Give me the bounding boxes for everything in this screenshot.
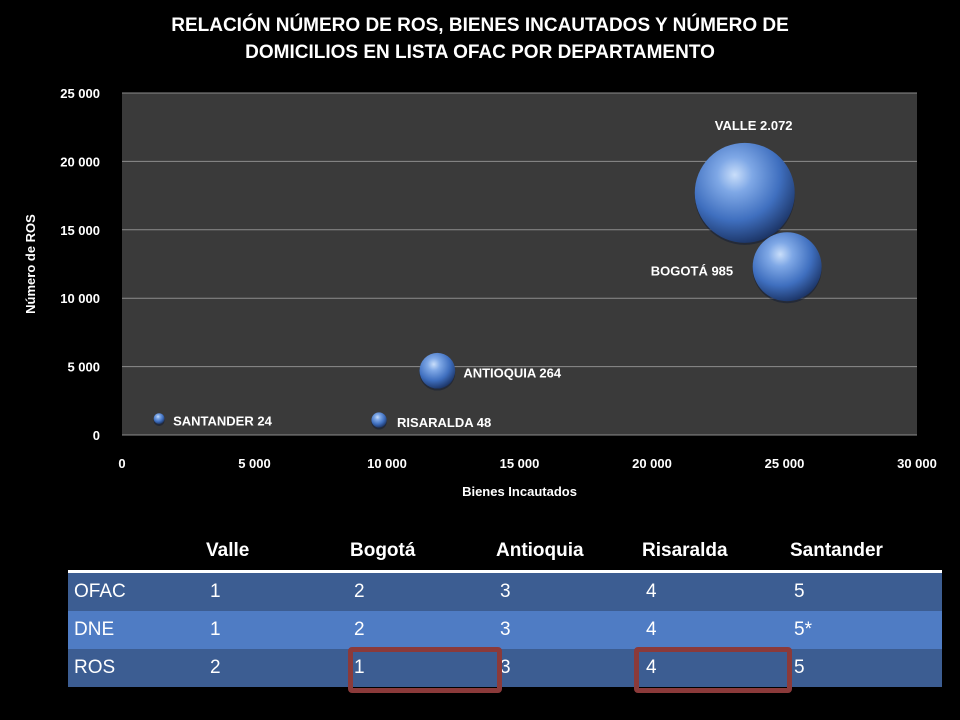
y-tick-label: 25 000 [60,86,100,101]
table-header-santander: Santander [790,540,883,561]
table-cell: 5 [788,649,942,687]
highlight-box-ros-bogota [348,647,502,693]
bubble-label: VALLE 2.072 [715,118,793,133]
table-row-label: ROS [68,649,204,687]
table-cell: 1 [204,570,348,611]
table-header-corner [68,532,204,572]
highlight-box-ros-risaralda [634,647,792,693]
x-tick-label: 10 000 [367,456,407,471]
bubble-antioquia [419,352,456,389]
table-header-bogotá: Bogotá [350,540,416,561]
bubble-valle [694,142,795,243]
y-axis-label: Número de ROS [23,214,38,314]
x-tick-label: 5 000 [238,456,271,471]
bubble-santander [153,413,165,424]
table-row: DNE 1 2 3 4 5* [68,611,942,649]
y-tick-label: 0 [93,428,100,443]
x-axis-label: Bienes Incautados [462,484,577,499]
bubble-bogotá [752,232,822,302]
table-cell: 4 [640,649,788,687]
x-tick-label: 30 000 [897,456,937,471]
table-cell: 5 [788,570,942,611]
x-tick-label: 0 [118,456,125,471]
chart-title-line-1: RELACIÓN NÚMERO DE ROS, BIENES INCAUTADO… [171,15,789,36]
y-tick-label: 20 000 [60,154,100,169]
y-tick-label: 5 000 [67,360,100,375]
table-cell: 1 [348,649,494,687]
table-cell: 3 [494,649,640,687]
table-cell: 3 [494,570,640,611]
bubble-chart: 0 5 000 10 000 15 000 20 000 25 000 0 5 000 10 0… [23,86,937,499]
table-cell: 4 [640,611,788,649]
table-cell: 5* [788,611,942,649]
ranking-table: Valle Bogotá Antioquia Risaralda Santander O… [68,532,942,687]
table-cell: 2 [348,611,494,649]
x-tick-label: 20 000 [632,456,672,471]
y-tick-label: 10 000 [60,291,100,306]
table-row: ROS 2 1 3 4 5 [68,649,942,687]
table-header-risaralda: Risaralda [642,540,728,561]
table-row-label: OFAC [68,570,204,611]
bubble-label: RISARALDA 48 [397,415,491,430]
y-tick-label: 15 000 [60,223,100,238]
bubble-risaralda [371,412,387,428]
bubble-label: SANTANDER 24 [173,414,272,429]
chart-title-line-2: DOMICILIOS EN LISTA OFAC POR DEPARTAMENT… [245,42,715,63]
x-tick-label: 15 000 [500,456,540,471]
table-cell: 2 [348,570,494,611]
table-cell: 3 [494,611,640,649]
table-row: OFAC 1 2 3 4 5 [68,570,942,611]
x-tick-label: 25 000 [765,456,805,471]
table-header-valle: Valle [206,540,250,561]
bubble-label: ANTIOQUIA 264 [463,366,562,381]
table-header-antioquia: Antioquia [496,540,584,561]
table-cell: 2 [204,649,348,687]
table-header-row: Valle Bogotá Antioquia Risaralda Santander [68,532,942,572]
table-row-label: DNE [68,611,204,649]
table-cell: 1 [204,611,348,649]
chart-title: RELACIÓN NÚMERO DE ROS, BIENES INCAUTADO… [0,12,960,66]
table-cell: 4 [640,570,788,611]
bubble-label: BOGOTÁ 985 [651,264,733,279]
